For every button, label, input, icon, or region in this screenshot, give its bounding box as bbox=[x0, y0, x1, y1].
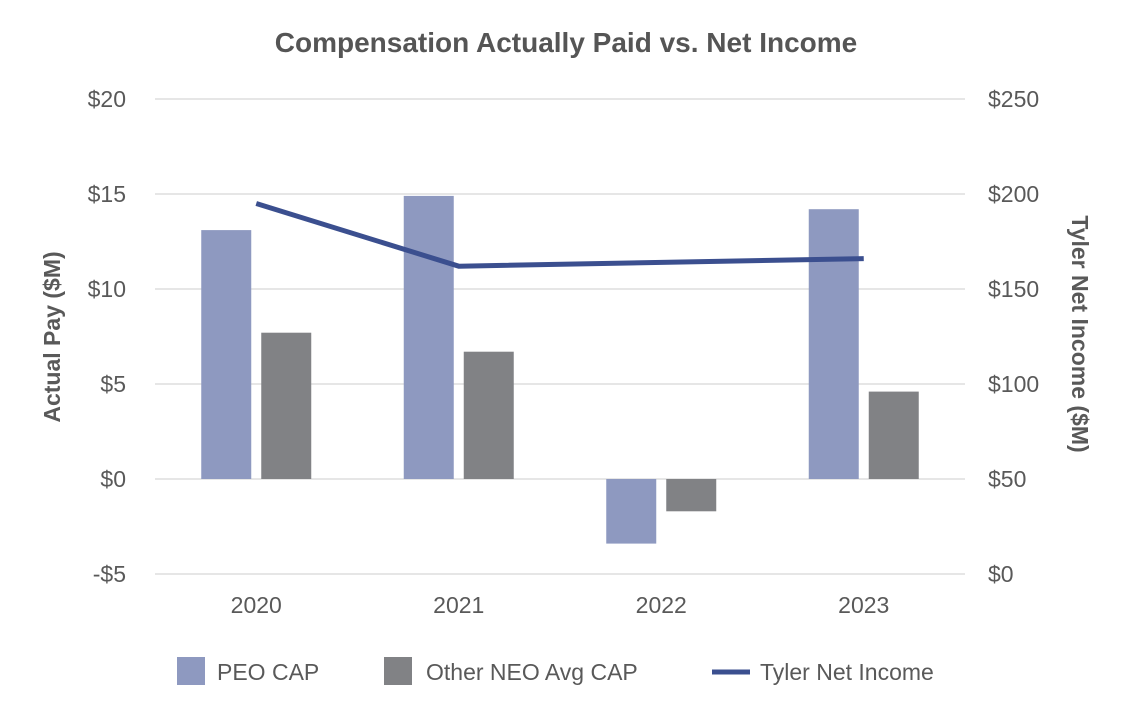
right-axis-ticks: $250 $200 $150 $100 $50 $0 bbox=[988, 86, 1039, 587]
legend: PEO CAP Other NEO Avg CAP Tyler Net Inco… bbox=[177, 657, 934, 685]
left-tick-label: $20 bbox=[88, 86, 126, 112]
bar-other-neo-avg-cap-2021 bbox=[463, 351, 514, 479]
x-tick-label-2023: 2023 bbox=[838, 592, 889, 618]
bar-peo-cap-2022 bbox=[606, 479, 657, 544]
left-axis-title: Actual Pay ($M) bbox=[39, 251, 65, 422]
legend-label-other-neo: Other NEO Avg CAP bbox=[426, 659, 638, 685]
bar-other-neo-avg-cap-2023 bbox=[868, 391, 919, 479]
right-tick-label: $50 bbox=[988, 466, 1026, 492]
legend-swatch-peo-cap bbox=[177, 657, 205, 685]
right-tick-label: $200 bbox=[988, 181, 1039, 207]
legend-label-net-income: Tyler Net Income bbox=[760, 659, 934, 685]
x-tick-label-2021: 2021 bbox=[433, 592, 484, 618]
x-tick-label-2022: 2022 bbox=[636, 592, 687, 618]
left-tick-label: $0 bbox=[100, 466, 126, 492]
net-income-line bbox=[255, 201, 864, 269]
bar-peo-cap-2023 bbox=[808, 209, 859, 479]
bar-other-neo-avg-cap-2020 bbox=[261, 332, 312, 479]
right-tick-label: $250 bbox=[988, 86, 1039, 112]
bar-other-neo-avg-cap-2022 bbox=[666, 479, 717, 512]
left-tick-label: $5 bbox=[100, 371, 126, 397]
x-tick-label-2020: 2020 bbox=[231, 592, 282, 618]
left-tick-label: $10 bbox=[88, 276, 126, 302]
legend-swatch-other-neo bbox=[384, 657, 412, 685]
right-axis-title: Tyler Net Income ($M) bbox=[1067, 215, 1093, 452]
bar-peo-cap-2021 bbox=[403, 195, 454, 479]
chart-title: Compensation Actually Paid vs. Net Incom… bbox=[275, 27, 857, 58]
net-income-line-layer bbox=[255, 201, 864, 269]
right-tick-label: $0 bbox=[988, 561, 1014, 587]
bars bbox=[201, 195, 919, 544]
bar-peo-cap-2020 bbox=[201, 230, 252, 479]
x-axis-labels: 2020 2021 2022 2023 bbox=[231, 592, 890, 618]
left-tick-label: $15 bbox=[88, 181, 126, 207]
right-tick-label: $150 bbox=[988, 276, 1039, 302]
right-tick-label: $100 bbox=[988, 371, 1039, 397]
legend-label-peo-cap: PEO CAP bbox=[217, 659, 319, 685]
left-axis-ticks: $20 $15 $10 $5 $0 -$5 bbox=[88, 86, 126, 587]
left-tick-label: -$5 bbox=[93, 561, 126, 587]
